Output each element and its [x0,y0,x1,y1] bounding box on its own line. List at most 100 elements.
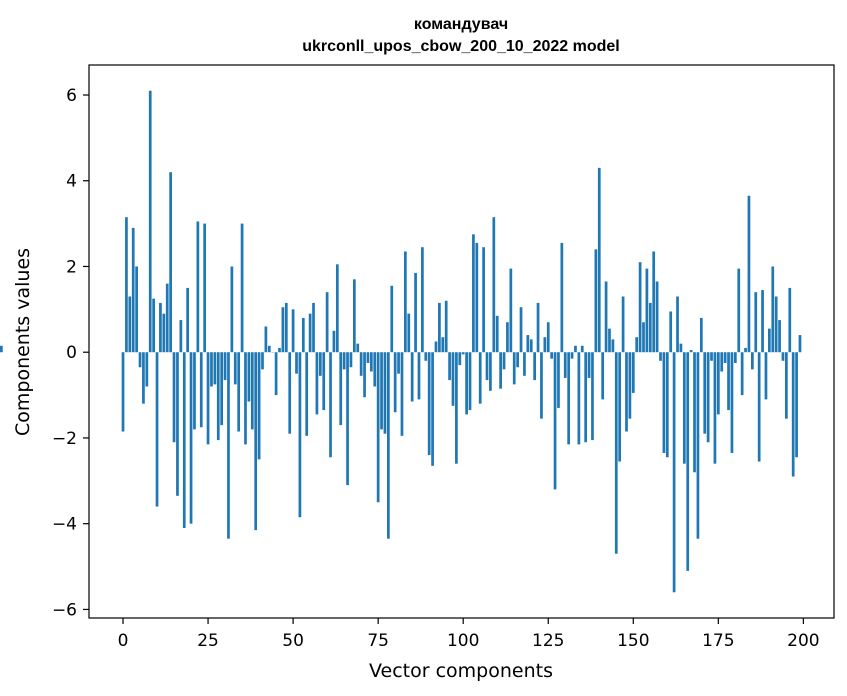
bar [594,249,598,353]
bar [499,352,502,389]
bar [502,352,506,370]
bar [172,352,176,443]
bar [577,352,581,445]
bar [713,352,717,464]
y-tick-label: 2 [66,257,77,277]
bar [489,352,492,391]
bar [162,313,166,353]
bar [523,352,526,376]
bar [213,352,217,385]
bar [546,322,550,353]
bar [295,352,298,374]
y-tick-label: 4 [66,172,77,192]
bar [550,352,554,359]
bar [387,352,390,539]
bar [621,296,625,353]
bar [706,352,710,443]
bar [417,352,421,400]
bar [669,311,673,353]
bar [332,330,336,353]
bar [145,352,149,387]
chart-title: командувач [414,16,508,33]
x-tick-label: 150 [617,631,649,651]
bar [631,352,635,393]
bar [169,172,172,353]
bar [148,90,152,353]
bar [723,352,727,363]
bar [165,283,169,353]
bar [720,352,724,372]
x-tick-label: 100 [447,631,479,651]
bar [414,272,417,353]
bar [540,352,543,419]
bar [448,352,451,381]
bar [421,247,424,353]
x-axis-label: Vector components [369,660,553,682]
bar [788,287,792,353]
bar [676,296,679,353]
bar [584,352,588,443]
bar [655,281,659,353]
bar [257,352,261,460]
bar [458,352,462,366]
bar [291,309,295,353]
bar [247,352,251,402]
bar [305,352,309,436]
bar [601,352,605,400]
bar [159,302,162,353]
bar [485,352,489,381]
bar [642,322,645,353]
bar [754,292,758,353]
bar [186,287,190,353]
chart-subtitle: ukrconll_upos_cbow_200_10_2022 model [302,38,619,55]
bar [404,251,407,353]
bar [288,352,292,434]
bar [461,352,465,355]
bar [740,352,744,396]
bar [376,352,380,503]
bar [744,347,747,353]
bar [128,296,132,353]
bar [264,326,268,353]
bar [563,352,567,378]
bar [121,352,125,432]
bar [254,352,258,531]
bar [220,352,224,426]
plot-frame [88,64,835,619]
bar [465,352,468,415]
bar [210,352,213,387]
bar [261,352,264,370]
bar [196,221,200,353]
bar [131,227,135,353]
bar [768,328,771,353]
y-tick-label: −6 [52,600,77,620]
bar [492,217,496,353]
bar [614,352,618,554]
bar [308,313,312,353]
bar [638,262,642,353]
bar [356,343,360,353]
bar [135,266,138,353]
bar [659,352,662,361]
y-tick-label: 0 [66,343,77,363]
bar [0,345,3,353]
y-axis-label: Components values [12,248,34,436]
bar [495,315,499,353]
bar [369,352,373,372]
bar [278,347,281,353]
bar [444,300,448,353]
bar [434,341,438,353]
bar [125,217,128,353]
bar [608,328,611,353]
bars-group [0,90,802,593]
x-tick-label: 175 [702,631,734,651]
bar [747,195,751,353]
bar [512,352,516,385]
bar [757,352,761,462]
bar [142,352,145,404]
bar [795,352,798,458]
bar [315,352,319,415]
bar [216,352,220,441]
bar [342,352,346,370]
x-tick-label: 75 [367,631,389,651]
